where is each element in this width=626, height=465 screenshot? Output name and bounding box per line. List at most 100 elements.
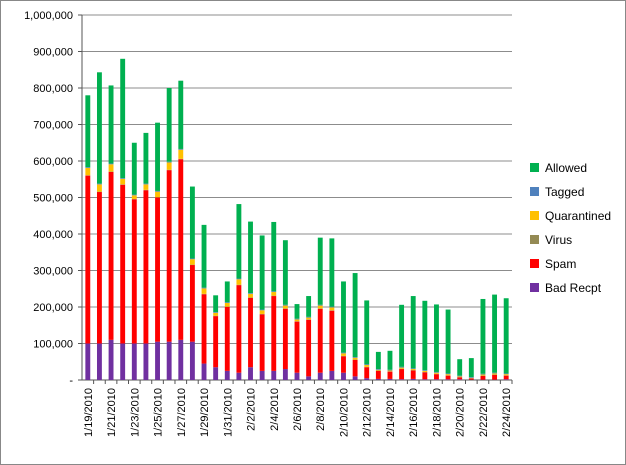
bar-segment <box>201 288 207 294</box>
bar-segment <box>85 167 91 176</box>
legend-swatch <box>530 235 539 244</box>
bar-segment <box>445 375 451 380</box>
bar-segment <box>375 370 381 379</box>
bar-segment <box>410 296 416 369</box>
bar-segment <box>434 379 439 380</box>
bar-segment <box>166 341 172 380</box>
x-tick-label: 2/4/2010 <box>269 388 281 431</box>
bar-segment <box>131 194 137 196</box>
bar-segment <box>108 339 114 380</box>
bar-segment <box>434 372 439 374</box>
x-tick-label: 2/8/2010 <box>315 388 327 431</box>
bar-segment <box>492 374 498 380</box>
bar-segment <box>422 370 428 372</box>
x-tick-label: 2/24/2010 <box>501 388 513 437</box>
bar-segment <box>224 302 230 303</box>
bar-segment <box>317 304 323 306</box>
y-tick-label: 800,000 <box>33 83 73 95</box>
y-tick-label: - <box>69 375 73 387</box>
bar-segment <box>399 369 405 380</box>
bar-segment <box>108 171 114 340</box>
bar-segment <box>317 372 323 380</box>
x-tick-label: 2/14/2010 <box>385 388 397 437</box>
bar-segment <box>96 192 102 344</box>
y-tick-label: 400,000 <box>33 229 73 241</box>
bar-segment <box>503 375 509 380</box>
bar-segment <box>108 163 114 165</box>
bar-segment <box>178 148 184 150</box>
bar-segment <box>131 343 137 380</box>
bar-segment <box>120 178 126 179</box>
bar-segment <box>96 72 102 184</box>
bar-segment <box>364 365 370 367</box>
bar-segment <box>387 370 393 372</box>
bar-segment <box>282 304 288 306</box>
bar-segment <box>422 372 428 380</box>
bar-segment <box>155 197 160 342</box>
bar-segment <box>329 306 335 308</box>
bar-segment <box>294 372 300 380</box>
bar-segment <box>364 367 370 379</box>
x-tick-label: 1/25/2010 <box>153 388 165 437</box>
x-tick-label: 2/10/2010 <box>338 388 350 437</box>
bar-segment <box>213 312 219 316</box>
bar-segment <box>166 162 172 170</box>
bar-segment <box>213 312 219 313</box>
bar-segment <box>120 58 126 179</box>
bar-segment <box>189 259 195 265</box>
bar-segment <box>189 258 195 260</box>
bar-segment <box>294 318 300 320</box>
bar-segment <box>201 363 207 380</box>
y-tick-label: 100,000 <box>33 339 73 351</box>
y-tick-label: 300,000 <box>33 266 73 278</box>
bar-segment <box>410 370 416 379</box>
bar-segment <box>492 294 498 373</box>
bar-segment <box>422 300 428 371</box>
bar-segment <box>352 273 358 358</box>
bar-segment <box>457 379 463 380</box>
bar-segment <box>271 292 277 296</box>
bar-segment <box>306 316 312 318</box>
bar-segment <box>271 291 277 293</box>
bar-segment <box>271 370 277 380</box>
bar-segment <box>480 374 486 376</box>
bar-segment <box>306 376 312 380</box>
bar-segment <box>410 368 416 370</box>
bar-segment <box>480 375 486 380</box>
bar-segment <box>143 132 149 184</box>
bar-segment <box>131 142 137 195</box>
bar-segment <box>468 377 474 378</box>
bar-segment <box>85 167 91 168</box>
bar-segment <box>503 373 509 375</box>
bar-segment <box>224 281 230 303</box>
bar-segment <box>341 281 346 353</box>
bar-segment <box>213 295 219 313</box>
bar-segment <box>468 358 474 378</box>
bar-segment <box>445 373 451 375</box>
x-tick-label: 2/18/2010 <box>431 388 443 437</box>
bar-segment <box>85 343 91 380</box>
bar-segment <box>166 170 172 342</box>
bar-segment <box>399 304 405 367</box>
legend-label: Quarantined <box>545 209 611 223</box>
bar-segment <box>457 376 463 378</box>
bar-segment <box>422 379 428 380</box>
bar-segment <box>143 184 149 190</box>
bar-segment <box>131 195 137 199</box>
legend-swatch <box>530 259 539 268</box>
bar-segment <box>120 343 126 380</box>
bar-segment <box>224 302 230 307</box>
bar-segment <box>387 350 393 370</box>
bar-segment <box>166 161 172 163</box>
bar-segment <box>492 372 498 374</box>
legend-label: Spam <box>545 257 576 271</box>
bar-segment <box>294 304 300 319</box>
bar-segment <box>294 319 300 322</box>
bar-segment <box>503 374 509 376</box>
bar-segment <box>434 304 439 372</box>
bar-segment <box>375 369 381 371</box>
bar-segment <box>492 373 498 375</box>
x-tick-label: 1/27/2010 <box>176 388 188 437</box>
